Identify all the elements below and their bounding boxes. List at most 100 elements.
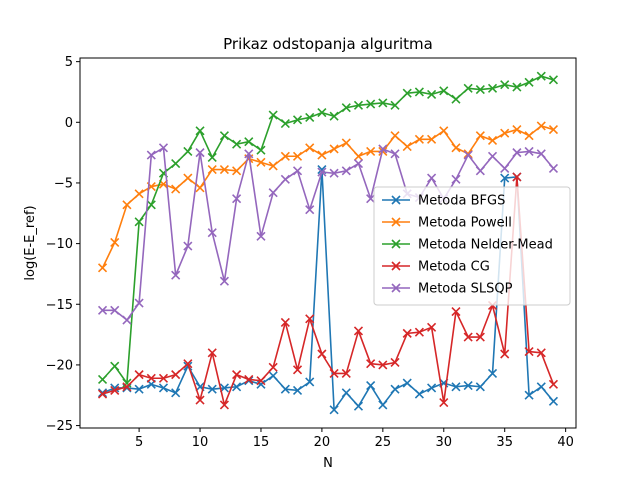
- data-point: [524, 390, 534, 400]
- data-point: [195, 126, 205, 136]
- data-point: [451, 143, 461, 153]
- data-point: [366, 359, 376, 369]
- data-point: [500, 128, 510, 138]
- data-point: [122, 382, 132, 392]
- data-point: [256, 145, 266, 155]
- series-3: [97, 172, 559, 410]
- data-point: [500, 349, 510, 359]
- data-point: [487, 135, 498, 146]
- data-point: [292, 385, 303, 395]
- x-tick-label: 5: [135, 435, 143, 450]
- data-point: [244, 149, 254, 159]
- y-tick-label: −15: [46, 298, 73, 313]
- series-4: [97, 143, 559, 325]
- data-point: [219, 276, 229, 286]
- data-point: [548, 379, 559, 389]
- data-point: [280, 118, 290, 129]
- data-point: [487, 83, 498, 93]
- data-point: [158, 373, 169, 383]
- data-point: [500, 80, 510, 90]
- series-2: [97, 71, 559, 388]
- data-point: [317, 108, 327, 118]
- data-point: [219, 131, 229, 141]
- data-point: [146, 200, 156, 210]
- data-point: [414, 87, 424, 97]
- data-point: [512, 82, 522, 92]
- data-point: [183, 241, 193, 251]
- data-point: [427, 89, 437, 99]
- data-point: [134, 370, 144, 380]
- x-tick-label: 30: [436, 435, 453, 450]
- legend: Metoda BFGS Metoda Powell Metoda Nelder-Me…: [373, 186, 571, 306]
- legend-marker: [391, 283, 401, 293]
- data-point: [536, 382, 546, 392]
- y-tick-label: −25: [46, 419, 73, 434]
- x-tick-label: 20: [314, 435, 331, 450]
- data-point: [475, 166, 485, 176]
- data-point: [97, 305, 108, 315]
- data-point: [110, 361, 120, 371]
- legend-marker: [391, 239, 401, 249]
- data-point: [183, 173, 193, 183]
- data-point: [402, 328, 412, 338]
- data-point: [158, 143, 169, 153]
- data-point: [110, 237, 120, 247]
- data-point: [353, 401, 364, 411]
- data-point: [134, 298, 144, 308]
- x-tick-label: 10: [192, 435, 209, 450]
- data-point: [463, 149, 473, 159]
- data-point: [414, 389, 424, 399]
- y-axis-ticks: −25 −20 −15 −10 −5 0 5: [46, 55, 80, 434]
- data-point: [463, 332, 473, 342]
- data-point: [329, 111, 339, 121]
- data-point: [256, 231, 266, 241]
- data-point: [195, 395, 205, 405]
- data-point: [280, 384, 290, 394]
- x-tick-label: 15: [253, 435, 270, 450]
- data-point: [548, 125, 559, 135]
- data-point: [427, 383, 437, 393]
- data-point: [512, 125, 522, 135]
- series-layer: [97, 71, 559, 415]
- data-point: [134, 384, 144, 394]
- data-point: [317, 167, 327, 177]
- data-point: [305, 143, 315, 153]
- data-point: [512, 172, 522, 182]
- data-point: [524, 347, 534, 357]
- data-point: [268, 110, 278, 120]
- data-point: [536, 348, 546, 358]
- data-point: [97, 389, 108, 399]
- data-point: [158, 383, 169, 393]
- data-point: [390, 357, 400, 368]
- data-point: [463, 380, 473, 391]
- y-tick-label: 5: [65, 55, 73, 70]
- data-point: [183, 359, 193, 369]
- data-point: [451, 382, 461, 392]
- legend-label: Metoda Nelder-Mead: [418, 238, 553, 253]
- data-point: [171, 270, 181, 280]
- legend-box: [373, 186, 571, 306]
- data-point: [524, 131, 534, 141]
- legend-label: Metoda SLSQP: [418, 282, 513, 297]
- data-point: [146, 373, 156, 383]
- legend-item: Metoda Nelder-Mead: [382, 238, 553, 253]
- data-point: [110, 385, 120, 395]
- data-point: [317, 349, 327, 359]
- y-tick-label: −5: [54, 176, 73, 191]
- data-point: [292, 166, 303, 176]
- legend-label: Metoda BFGS: [418, 194, 505, 209]
- data-point: [548, 396, 559, 406]
- data-point: [122, 200, 132, 210]
- data-point: [427, 134, 437, 144]
- data-point: [305, 205, 315, 215]
- data-point: [427, 322, 437, 332]
- data-point: [207, 384, 217, 394]
- data-point: [366, 380, 376, 391]
- data-point: [122, 315, 132, 325]
- data-point: [341, 388, 351, 398]
- data-point: [195, 148, 205, 158]
- data-point: [439, 397, 449, 408]
- data-point: [97, 374, 108, 385]
- data-point: [146, 150, 156, 160]
- chart-title: Prikaz odstopanja alguritma: [223, 35, 433, 53]
